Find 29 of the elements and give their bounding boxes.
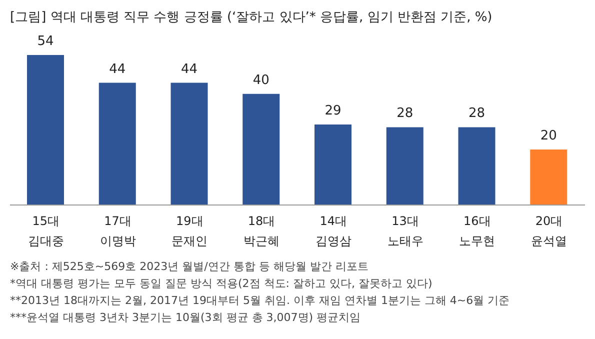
- data-label: 40: [252, 72, 270, 88]
- x-tick-label: 20대 윤석열: [531, 214, 568, 248]
- bar: [530, 149, 568, 205]
- data-label: 28: [396, 106, 414, 122]
- text: **2013년 18대까지는 2월, 2017년 19대부터 5월 취임. 이후 재임 연차별 1분기는 그해 4~6월 기준: [10, 293, 510, 309]
- x-tick-label: 14대 김영삼: [315, 214, 352, 248]
- data-label: 44: [109, 62, 126, 77]
- x-tick-label: 17대 이명박: [100, 214, 136, 248]
- text: *역대 대통령 평가는 모두 동일 질문 방식 적용(2점 척도: 잘하고 있다, 잘못하고 있다): [10, 276, 434, 292]
- bar: [314, 124, 352, 205]
- text: ※출처 : 제525호~569호 2023년 월별/연간 통합 등 해당월 발간 리포트: [10, 259, 370, 275]
- x-tick-label: 19대 문재인: [172, 214, 208, 248]
- data-label: 44: [180, 62, 198, 77]
- data-label: 28: [468, 106, 486, 122]
- bar: [458, 127, 496, 205]
- text: ***윤석열 대통령 3년차 3분기는 10월(3회 평균 총 3,007명) 평균치임: [10, 310, 362, 326]
- data-label: 29: [324, 103, 342, 118]
- bar: [242, 94, 280, 205]
- x-tick-label: 13대 노태우: [387, 214, 424, 248]
- x-tick-label: 16대 노무현: [459, 214, 496, 248]
- x-tick-label: 18대 박근혜: [244, 214, 280, 248]
- bar: [98, 82, 136, 205]
- bar: [170, 82, 208, 205]
- chart-title: [그림] 역대 대통령 직무 수행 긍정률 (‘잘하고 있다’* 응답률, 임기 반환점 기준, %): [10, 9, 492, 26]
- bar: [27, 55, 64, 205]
- bar: [386, 127, 424, 205]
- data-label: 54: [37, 34, 54, 49]
- data-label: 20: [540, 128, 557, 144]
- x-tick-label: 15대 김대중: [28, 214, 64, 248]
